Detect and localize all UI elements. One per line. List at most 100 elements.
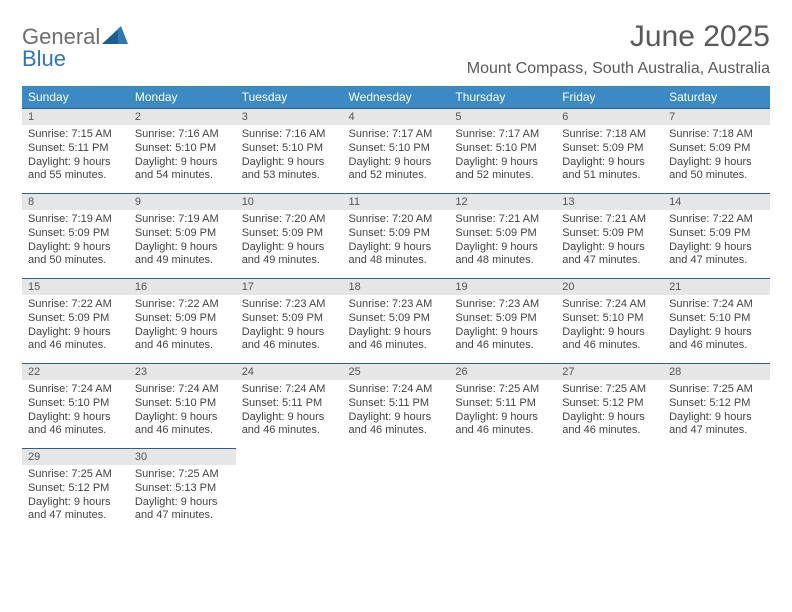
day-info: Sunrise: 7:25 AMSunset: 5:12 PMDaylight:… xyxy=(562,383,657,438)
calendar-cell: 28Sunrise: 7:25 AMSunset: 5:12 PMDayligh… xyxy=(663,364,770,449)
sunrise-text: Sunrise: 7:24 AM xyxy=(242,383,337,397)
logo-text-general: General xyxy=(22,26,100,48)
calendar-week-row: 22Sunrise: 7:24 AMSunset: 5:10 PMDayligh… xyxy=(22,364,770,449)
day-cell: 3 Sunrise: 7:16 AMSunset: 5:10 PMDaylight… xyxy=(236,109,343,193)
sunset-text: Sunset: 5:09 PM xyxy=(28,312,123,326)
sunset-text: Sunset: 5:10 PM xyxy=(455,142,550,156)
day-cell: 10Sunrise: 7:20 AMSunset: 5:09 PMDayligh… xyxy=(236,194,343,278)
sunrise-text: Sunrise: 7:24 AM xyxy=(135,383,230,397)
sunset-text: Sunset: 5:09 PM xyxy=(349,227,444,241)
calendar-cell: 16Sunrise: 7:22 AMSunset: 5:09 PMDayligh… xyxy=(129,279,236,364)
day-cell: 23Sunrise: 7:24 AMSunset: 5:10 PMDayligh… xyxy=(129,364,236,448)
sunrise-text: Sunrise: 7:20 AM xyxy=(349,213,444,227)
calendar-cell: 19Sunrise: 7:23 AMSunset: 5:09 PMDayligh… xyxy=(449,279,556,364)
empty-cell xyxy=(343,449,450,523)
day-info: Sunrise: 7:22 AMSunset: 5:09 PMDaylight:… xyxy=(28,298,123,353)
sunset-text: Sunset: 5:10 PM xyxy=(242,142,337,156)
daylight-text: Daylight: 9 hours and 50 minutes. xyxy=(28,241,123,269)
logo-text-blue: Blue xyxy=(22,48,130,70)
day-info: Sunrise: 7:24 AMSunset: 5:10 PMDaylight:… xyxy=(135,383,230,438)
triangle-icon xyxy=(102,26,128,48)
day-number: 1 xyxy=(22,109,129,125)
daylight-text: Daylight: 9 hours and 54 minutes. xyxy=(135,156,230,184)
day-cell: 5Sunrise: 7:17 AMSunset: 5:10 PMDaylight… xyxy=(449,109,556,193)
sunset-text: Sunset: 5:09 PM xyxy=(455,227,550,241)
daylight-text: Daylight: 9 hours and 46 minutes. xyxy=(455,326,550,354)
calendar-cell: 18Sunrise: 7:23 AMSunset: 5:09 PMDayligh… xyxy=(343,279,450,364)
empty-cell xyxy=(236,449,343,523)
day-cell: 21Sunrise: 7:24 AMSunset: 5:10 PMDayligh… xyxy=(663,279,770,363)
calendar-cell xyxy=(449,449,556,534)
day-cell: 1Sunrise: 7:15 AMSunset: 5:11 PMDaylight… xyxy=(22,109,129,193)
sunrise-text: Sunrise: 7:24 AM xyxy=(28,383,123,397)
sunrise-text: Sunrise: 7:19 AM xyxy=(28,213,123,227)
sunrise-text: Sunrise: 7:25 AM xyxy=(135,468,230,482)
day-info: Sunrise: 7:24 AMSunset: 5:10 PMDaylight:… xyxy=(669,298,764,353)
sunset-text: Sunset: 5:11 PM xyxy=(455,397,550,411)
empty-cell xyxy=(663,449,770,523)
sunset-text: Sunset: 5:12 PM xyxy=(28,482,123,496)
sunset-text: Sunset: 5:10 PM xyxy=(562,312,657,326)
calendar-cell: 21Sunrise: 7:24 AMSunset: 5:10 PMDayligh… xyxy=(663,279,770,364)
day-cell: 4 Sunrise: 7:17 AMSunset: 5:10 PMDaylight… xyxy=(343,109,450,193)
daylight-text: Daylight: 9 hours and 53 minutes. xyxy=(242,156,337,184)
sunrise-text: Sunrise: 7:23 AM xyxy=(242,298,337,312)
day-info: Sunrise: 7:23 AMSunset: 5:09 PMDaylight:… xyxy=(242,298,337,353)
day-info: Sunrise: 7:16 AMSunset: 5:10 PMDaylight:… xyxy=(242,128,337,183)
day-number: 6 xyxy=(556,109,663,125)
day-header: Saturday xyxy=(663,86,770,109)
calendar-table: Sunday Monday Tuesday Wednesday Thursday… xyxy=(22,86,770,533)
calendar-cell: 13Sunrise: 7:21 AMSunset: 5:09 PMDayligh… xyxy=(556,194,663,279)
day-cell: 26Sunrise: 7:25 AMSunset: 5:11 PMDayligh… xyxy=(449,364,556,448)
calendar-cell xyxy=(236,449,343,534)
day-number: 14 xyxy=(663,194,770,210)
day-info: Sunrise: 7:21 AMSunset: 5:09 PMDaylight:… xyxy=(562,213,657,268)
day-number: 27 xyxy=(556,364,663,380)
empty-cell xyxy=(556,449,663,523)
logo: General Blue xyxy=(22,20,130,70)
day-header: Sunday xyxy=(22,86,129,109)
sunset-text: Sunset: 5:12 PM xyxy=(669,397,764,411)
day-info: Sunrise: 7:17 AMSunset: 5:10 PMDaylight:… xyxy=(349,128,444,183)
sunset-text: Sunset: 5:09 PM xyxy=(562,227,657,241)
calendar-week-row: 15Sunrise: 7:22 AMSunset: 5:09 PMDayligh… xyxy=(22,279,770,364)
sunrise-text: Sunrise: 7:19 AM xyxy=(135,213,230,227)
day-cell: 28Sunrise: 7:25 AMSunset: 5:12 PMDayligh… xyxy=(663,364,770,448)
page-root: General Blue June 2025 Mount Compass, So… xyxy=(0,0,792,533)
daylight-text: Daylight: 9 hours and 47 minutes. xyxy=(28,496,123,524)
day-number: 30 xyxy=(129,449,236,465)
calendar-cell: 4 Sunrise: 7:17 AMSunset: 5:10 PMDaylight… xyxy=(343,109,450,194)
day-info: Sunrise: 7:23 AMSunset: 5:09 PMDaylight:… xyxy=(455,298,550,353)
day-info: Sunrise: 7:20 AMSunset: 5:09 PMDaylight:… xyxy=(349,213,444,268)
daylight-text: Daylight: 9 hours and 46 minutes. xyxy=(562,411,657,439)
calendar-cell: 25Sunrise: 7:24 AMSunset: 5:11 PMDayligh… xyxy=(343,364,450,449)
day-number: 4 xyxy=(343,109,450,125)
calendar-cell: 10Sunrise: 7:20 AMSunset: 5:09 PMDayligh… xyxy=(236,194,343,279)
calendar-cell: 17 Sunrise: 7:23 AMSunset: 5:09 PMDayligh… xyxy=(236,279,343,364)
location-text: Mount Compass, South Australia, Australi… xyxy=(467,60,770,78)
sunset-text: Sunset: 5:09 PM xyxy=(455,312,550,326)
sunrise-text: Sunrise: 7:25 AM xyxy=(562,383,657,397)
day-header-row: Sunday Monday Tuesday Wednesday Thursday… xyxy=(22,86,770,109)
sunrise-text: Sunrise: 7:20 AM xyxy=(242,213,337,227)
sunrise-text: Sunrise: 7:23 AM xyxy=(349,298,444,312)
day-number: 17 xyxy=(236,279,343,295)
title-block: June 2025 Mount Compass, South Australia… xyxy=(467,20,770,78)
daylight-text: Daylight: 9 hours and 47 minutes. xyxy=(562,241,657,269)
day-cell: 19Sunrise: 7:23 AMSunset: 5:09 PMDayligh… xyxy=(449,279,556,363)
calendar-cell: 27 Sunrise: 7:25 AMSunset: 5:12 PMDayligh… xyxy=(556,364,663,449)
day-number: 3 xyxy=(236,109,343,125)
sunset-text: Sunset: 5:09 PM xyxy=(349,312,444,326)
day-cell: 25Sunrise: 7:24 AMSunset: 5:11 PMDayligh… xyxy=(343,364,450,448)
daylight-text: Daylight: 9 hours and 47 minutes. xyxy=(135,496,230,524)
day-info: Sunrise: 7:18 AMSunset: 5:09 PMDaylight:… xyxy=(562,128,657,183)
day-info: Sunrise: 7:20 AMSunset: 5:09 PMDaylight:… xyxy=(242,213,337,268)
daylight-text: Daylight: 9 hours and 48 minutes. xyxy=(349,241,444,269)
day-info: Sunrise: 7:24 AMSunset: 5:11 PMDaylight:… xyxy=(242,383,337,438)
sunrise-text: Sunrise: 7:21 AM xyxy=(562,213,657,227)
sunrise-text: Sunrise: 7:18 AM xyxy=(562,128,657,142)
calendar-week-row: 29Sunrise: 7:25 AMSunset: 5:12 PMDayligh… xyxy=(22,449,770,534)
sunset-text: Sunset: 5:12 PM xyxy=(562,397,657,411)
day-number: 11 xyxy=(343,194,450,210)
sunrise-text: Sunrise: 7:15 AM xyxy=(28,128,123,142)
